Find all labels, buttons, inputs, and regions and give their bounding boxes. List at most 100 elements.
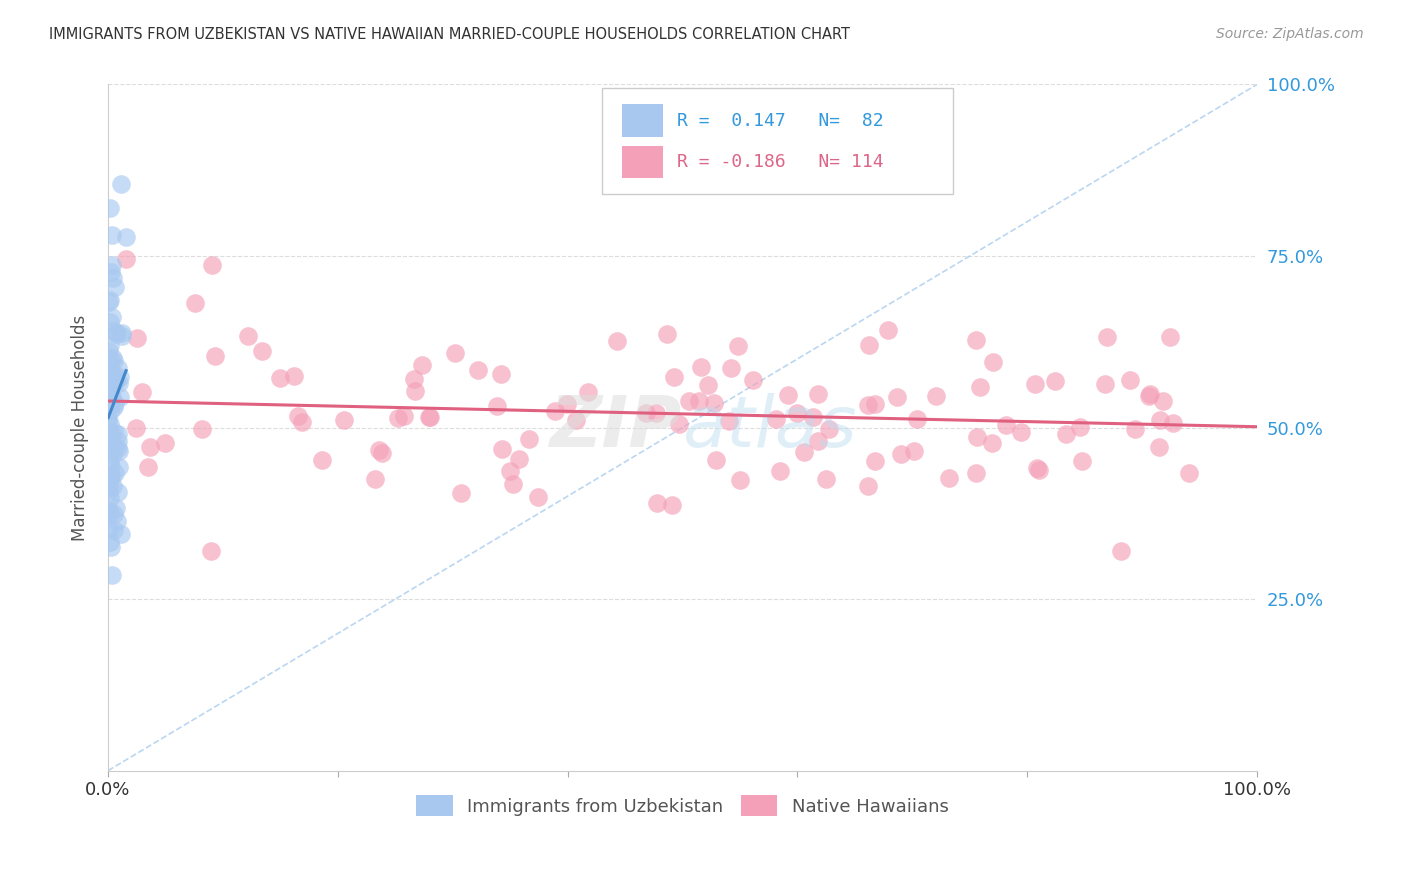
Point [107, 442, 129, 456]
Point [544, 404, 567, 418]
Point [1137, 388, 1160, 402]
Point [1094, 377, 1116, 392]
Point [815, 472, 838, 486]
Text: R =  0.147   N=  82: R = 0.147 N= 82 [676, 112, 883, 130]
Point [793, 445, 815, 459]
Point [131, 385, 153, 400]
Point [97, 370, 120, 384]
Point [101, 567, 124, 582]
Point [905, 412, 928, 426]
Point [100, 403, 122, 417]
Point [1147, 440, 1170, 454]
Point [98, 338, 121, 352]
Point [97, 483, 120, 498]
Point [491, 442, 513, 457]
Point [269, 370, 291, 384]
Point [502, 477, 524, 491]
Point [688, 394, 710, 409]
Bar [621, 104, 664, 137]
Point [664, 370, 686, 384]
Point [668, 417, 690, 432]
Point [283, 369, 305, 384]
Point [105, 326, 128, 341]
Bar [621, 145, 664, 178]
Legend: Immigrants from Uzbekistan, Native Hawaiians: Immigrants from Uzbekistan, Native Hawai… [409, 789, 956, 823]
Point [101, 366, 124, 380]
Y-axis label: Married-couple Households: Married-couple Households [72, 315, 89, 541]
Point [645, 496, 668, 510]
Text: IMMIGRANTS FROM UZBEKISTAN VS NATIVE HAWAIIAN MARRIED-COUPLE HOUSEHOLDS CORRELAT: IMMIGRANTS FROM UZBEKISTAN VS NATIVE HAW… [49, 27, 851, 42]
Point [103, 354, 125, 368]
Point [104, 370, 127, 384]
Point [98, 315, 121, 329]
Point [111, 326, 134, 341]
Point [98, 201, 121, 215]
Point [110, 329, 132, 343]
Point [1111, 544, 1133, 558]
Point [100, 374, 122, 388]
Point [103, 523, 125, 537]
Point [371, 446, 394, 460]
Point [1010, 425, 1032, 439]
Point [1161, 416, 1184, 430]
Point [689, 360, 711, 375]
Text: R = -0.186   N= 114: R = -0.186 N= 114 [676, 153, 883, 171]
Point [204, 349, 226, 363]
Point [103, 425, 125, 440]
Point [98, 522, 121, 536]
Point [98, 534, 121, 549]
Point [103, 507, 125, 521]
Point [486, 399, 509, 413]
Point [107, 360, 129, 375]
Point [100, 457, 122, 471]
Point [100, 265, 122, 279]
Point [108, 370, 131, 384]
Point [966, 430, 988, 444]
Point [104, 373, 127, 387]
Point [801, 410, 824, 425]
Point [97, 350, 120, 364]
Point [101, 478, 124, 492]
Point [727, 339, 749, 353]
Point [742, 373, 765, 387]
Point [418, 409, 440, 424]
Point [107, 427, 129, 442]
Point [786, 406, 808, 420]
Point [103, 324, 125, 338]
Point [97, 442, 120, 457]
Point [100, 425, 122, 440]
Point [97, 503, 120, 517]
Point [1069, 420, 1091, 434]
FancyBboxPatch shape [602, 88, 952, 194]
Point [419, 410, 441, 425]
Point [387, 411, 409, 425]
Point [1152, 393, 1174, 408]
Point [1177, 466, 1199, 480]
Point [565, 413, 588, 427]
Point [98, 399, 121, 413]
Point [489, 367, 512, 381]
Point [703, 396, 725, 410]
Point [636, 406, 658, 420]
Point [877, 323, 900, 337]
Point [101, 391, 124, 405]
Point [856, 398, 879, 412]
Point [1095, 329, 1118, 343]
Point [104, 396, 127, 410]
Point [1028, 463, 1050, 477]
Point [903, 443, 925, 458]
Point [1159, 329, 1181, 343]
Point [105, 500, 128, 515]
Point [863, 454, 886, 468]
Point [965, 466, 987, 480]
Point [155, 436, 177, 450]
Point [101, 271, 124, 285]
Point [97, 344, 120, 359]
Point [191, 422, 214, 436]
Point [394, 409, 416, 424]
Point [517, 432, 540, 446]
Point [863, 397, 886, 411]
Point [98, 368, 121, 382]
Point [125, 331, 148, 345]
Point [1070, 453, 1092, 467]
